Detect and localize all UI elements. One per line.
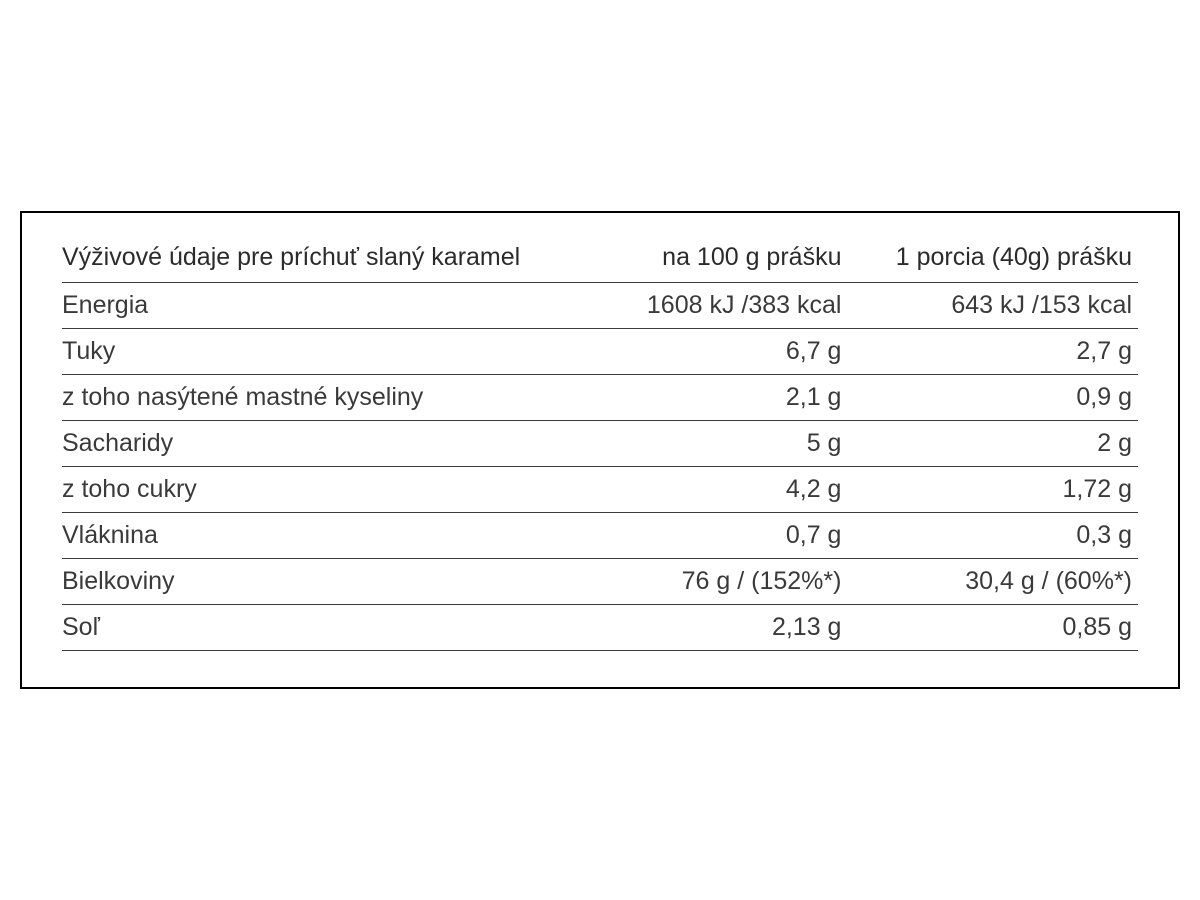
nutrition-table-frame: Výživové údaje pre príchuť slaný karamel… — [20, 211, 1180, 689]
row-value-portion: 2,7 g — [847, 329, 1138, 375]
row-label: Energia — [62, 283, 557, 329]
row-value-portion: 0,9 g — [847, 375, 1138, 421]
row-label: Vláknina — [62, 513, 557, 559]
table-row: z toho nasýtené mastné kyseliny 2,1 g 0,… — [62, 375, 1138, 421]
row-label: Tuky — [62, 329, 557, 375]
row-value-100g: 1608 kJ /383 kcal — [557, 283, 848, 329]
row-value-portion: 30,4 g / (60%*) — [847, 559, 1138, 605]
row-value-100g: 2,1 g — [557, 375, 848, 421]
row-value-portion: 643 kJ /153 kcal — [847, 283, 1138, 329]
table-row: Energia 1608 kJ /383 kcal 643 kJ /153 kc… — [62, 283, 1138, 329]
row-value-100g: 2,13 g — [557, 605, 848, 651]
row-value-100g: 5 g — [557, 421, 848, 467]
row-value-portion: 1,72 g — [847, 467, 1138, 513]
table-header-row: Výživové údaje pre príchuť slaný karamel… — [62, 243, 1138, 283]
row-value-portion: 0,3 g — [847, 513, 1138, 559]
row-label: z toho nasýtené mastné kyseliny — [62, 375, 557, 421]
row-label: Soľ — [62, 605, 557, 651]
row-value-100g: 76 g / (152%*) — [557, 559, 848, 605]
row-value-100g: 0,7 g — [557, 513, 848, 559]
row-value-100g: 6,7 g — [557, 329, 848, 375]
table-row: Soľ 2,13 g 0,85 g — [62, 605, 1138, 651]
col-header-per100g: na 100 g prášku — [557, 243, 848, 283]
table-row: Tuky 6,7 g 2,7 g — [62, 329, 1138, 375]
row-label: z toho cukry — [62, 467, 557, 513]
table-row: z toho cukry 4,2 g 1,72 g — [62, 467, 1138, 513]
nutrition-table: Výživové údaje pre príchuť slaný karamel… — [62, 243, 1138, 651]
row-label: Sacharidy — [62, 421, 557, 467]
table-row: Vláknina 0,7 g 0,3 g — [62, 513, 1138, 559]
row-value-portion: 2 g — [847, 421, 1138, 467]
row-label: Bielkoviny — [62, 559, 557, 605]
col-header-per-portion: 1 porcia (40g) prášku — [847, 243, 1138, 283]
col-header-label: Výživové údaje pre príchuť slaný karamel — [62, 243, 557, 283]
row-value-100g: 4,2 g — [557, 467, 848, 513]
table-row: Bielkoviny 76 g / (152%*) 30,4 g / (60%*… — [62, 559, 1138, 605]
table-row: Sacharidy 5 g 2 g — [62, 421, 1138, 467]
row-value-portion: 0,85 g — [847, 605, 1138, 651]
